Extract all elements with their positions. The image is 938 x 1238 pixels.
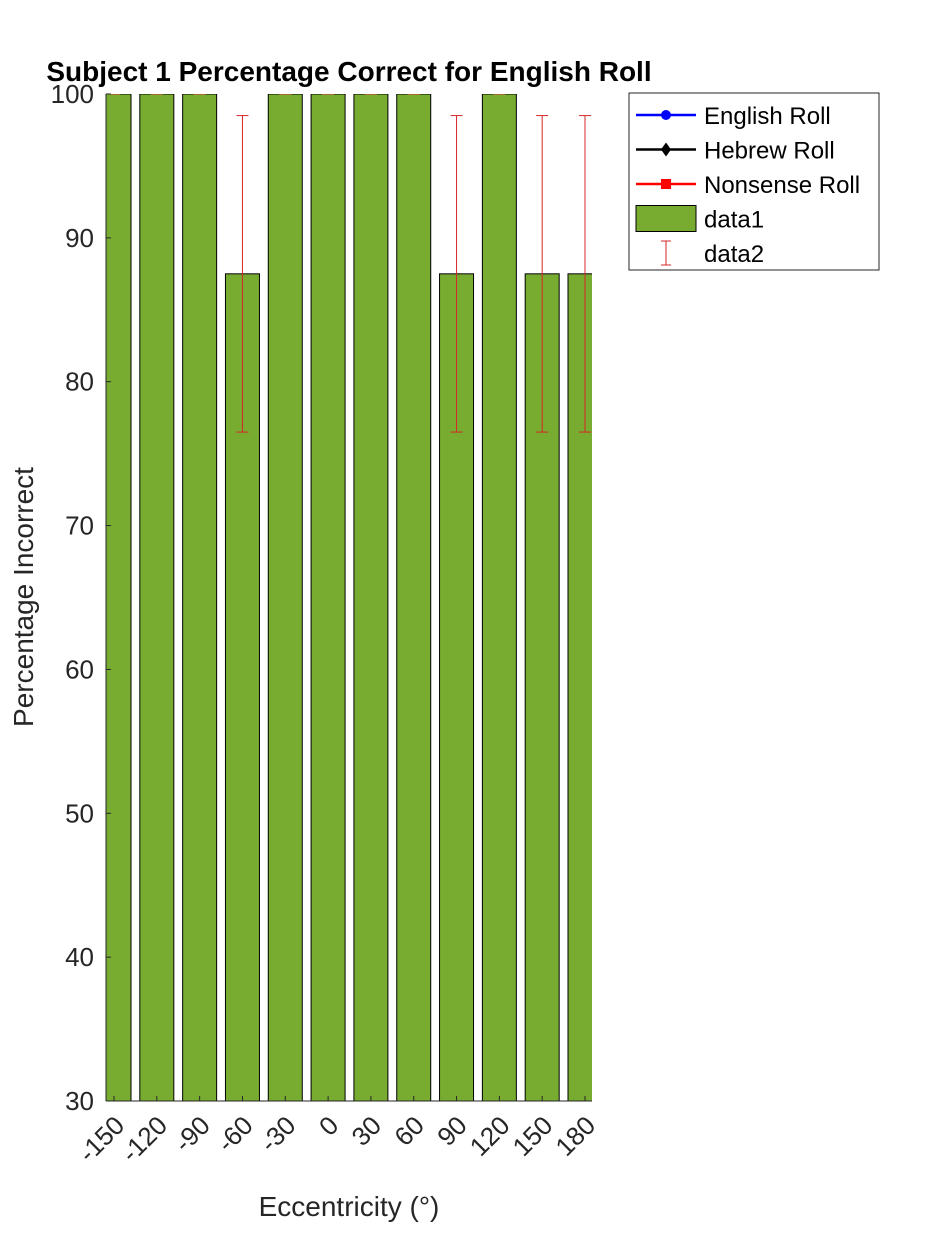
x-tick-label-60: 60 [388, 1110, 430, 1152]
legend: English Roll Hebrew Roll Nonsense Roll data… [628, 92, 880, 271]
bar--90 [182, 94, 218, 1101]
legend-entry-hebrew-roll: Hebrew Roll [636, 138, 835, 165]
x-tick-label--60: -60 [211, 1110, 259, 1158]
x-axis-label: Eccentricity (°) [259, 1191, 440, 1222]
x-tick-label-0: 0 [313, 1110, 344, 1141]
y-tick-label-40: 40 [65, 942, 94, 972]
y-tick-label-50: 50 [65, 798, 94, 828]
legend-label: Nonsense Roll [704, 172, 860, 199]
bar-180 [567, 273, 592, 1101]
x-tick-label--120: -120 [115, 1110, 173, 1168]
x-tick-label--30: -30 [254, 1110, 302, 1158]
error-bar-90 [450, 115, 463, 433]
bar--30 [267, 94, 303, 1101]
error-bar--60 [236, 115, 249, 433]
plot-area [105, 94, 592, 1102]
legend-entry-data2: data2 [661, 240, 764, 268]
x-tick-label-150: 150 [507, 1110, 559, 1162]
legend-label: data2 [704, 241, 764, 268]
y-axis-label: Percentage Incorrect [8, 467, 39, 727]
legend-entry-english-roll: English Roll [636, 103, 831, 130]
x-tick-label-30: 30 [345, 1110, 387, 1152]
legend-entry-data1: data1 [635, 205, 764, 234]
chart-title: Subject 1 Percentage Correct for English… [46, 56, 651, 87]
y-tick-label-30: 30 [65, 1086, 94, 1116]
y-tick-label-90: 90 [65, 223, 94, 253]
bar--120 [139, 94, 175, 1101]
y-tick-label-100: 100 [51, 79, 94, 109]
bar-60 [396, 94, 432, 1101]
x-tick-label-120: 120 [464, 1110, 516, 1162]
x-tick-label-90: 90 [431, 1110, 473, 1152]
legend-label: data1 [704, 207, 764, 234]
legend-entry-nonsense-roll: Nonsense Roll [636, 172, 860, 199]
y-axis-ticks: 30 40 50 60 70 80 90 100 [51, 79, 111, 1116]
bar-120 [481, 94, 517, 1101]
legend-label: English Roll [704, 103, 831, 130]
bar-0 [310, 94, 346, 1101]
y-tick-label-60: 60 [65, 654, 94, 684]
y-tick-label-70: 70 [65, 511, 94, 541]
y-tick-label-80: 80 [65, 367, 94, 397]
legend-label: Hebrew Roll [704, 138, 835, 165]
bar--150 [106, 94, 132, 1101]
x-tick-label-180: 180 [549, 1110, 601, 1162]
bar-30 [353, 94, 389, 1101]
x-tick-label--90: -90 [168, 1110, 216, 1158]
error-bar-150 [536, 115, 549, 433]
error-bar-180 [579, 115, 591, 433]
